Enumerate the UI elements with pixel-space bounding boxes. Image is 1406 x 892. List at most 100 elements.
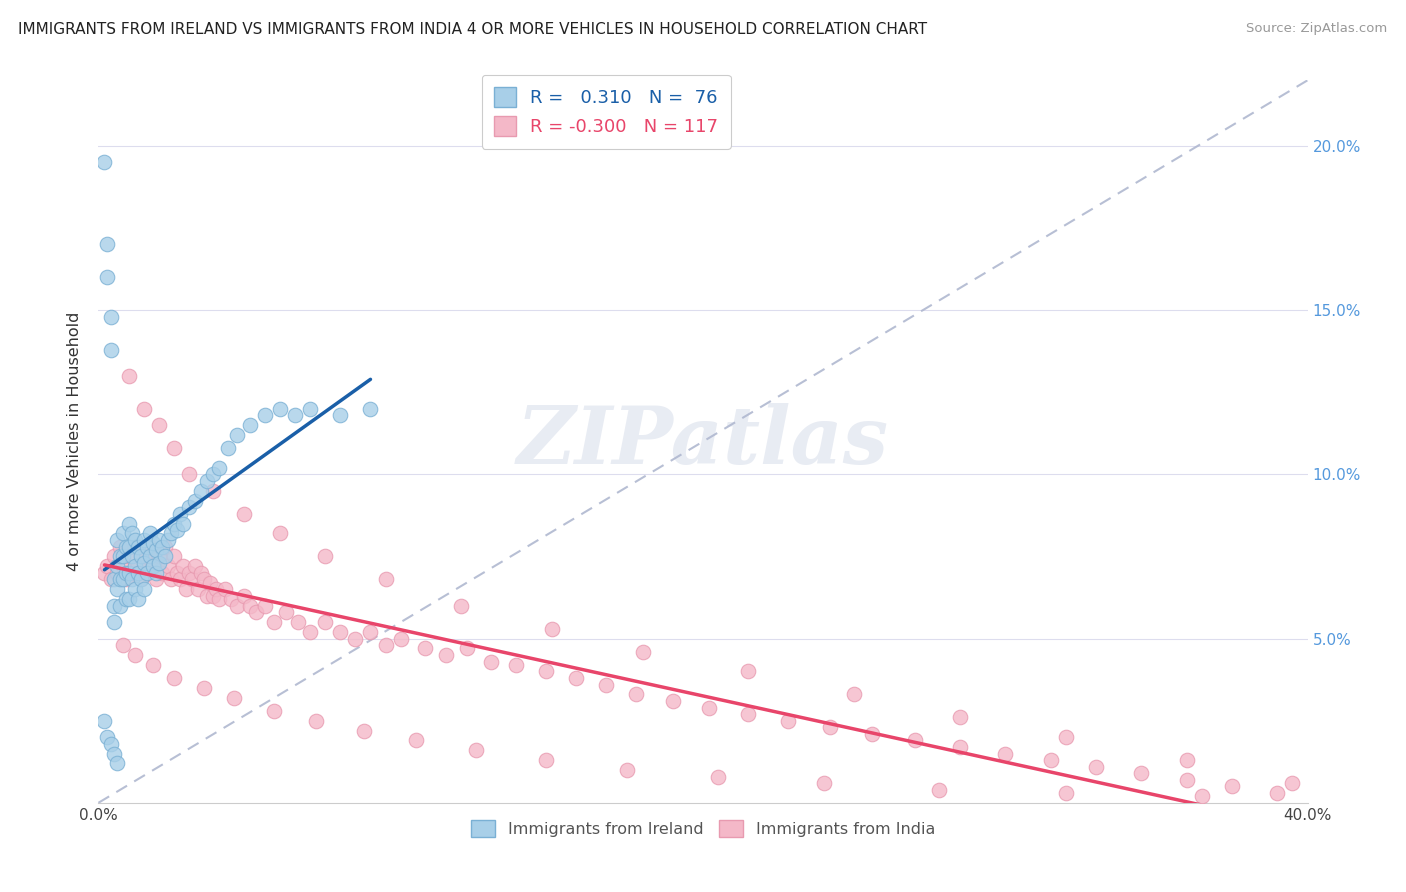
- Point: [156, 559, 179, 574]
- Point: [184, 493, 207, 508]
- Point: [221, 592, 243, 607]
- Point: [111, 559, 134, 574]
- Point: [405, 733, 427, 747]
- Point: [813, 776, 835, 790]
- Point: [172, 559, 194, 574]
- Point: [121, 566, 143, 580]
- Point: [205, 582, 228, 597]
- Point: [163, 441, 186, 455]
- Point: [145, 566, 167, 580]
- Point: [269, 526, 291, 541]
- Point: [263, 704, 285, 718]
- Point: [93, 714, 115, 728]
- Point: [103, 599, 125, 613]
- Point: [160, 573, 183, 587]
- Point: [214, 582, 236, 597]
- Point: [105, 559, 128, 574]
- Point: [118, 566, 141, 580]
- Point: [169, 507, 191, 521]
- Point: [142, 657, 165, 672]
- Point: [174, 582, 197, 597]
- Point: [707, 770, 730, 784]
- Point: [139, 540, 162, 554]
- Point: [776, 714, 799, 728]
- Point: [103, 615, 125, 630]
- Point: [118, 516, 141, 531]
- Point: [118, 549, 141, 564]
- Point: [111, 549, 134, 564]
- Point: [631, 645, 654, 659]
- Point: [232, 589, 254, 603]
- Point: [434, 648, 457, 662]
- Point: [187, 582, 209, 597]
- Point: [132, 401, 155, 416]
- Point: [105, 533, 128, 547]
- Point: [360, 401, 382, 416]
- Point: [456, 641, 478, 656]
- Text: IMMIGRANTS FROM IRELAND VS IMMIGRANTS FROM INDIA 4 OR MORE VEHICLES IN HOUSEHOLD: IMMIGRANTS FROM IRELAND VS IMMIGRANTS FR…: [18, 22, 928, 37]
- Point: [1267, 786, 1289, 800]
- Point: [374, 573, 396, 587]
- Point: [202, 467, 225, 482]
- Point: [226, 428, 249, 442]
- Point: [329, 409, 352, 423]
- Point: [121, 573, 143, 587]
- Point: [1175, 772, 1198, 787]
- Point: [253, 599, 276, 613]
- Point: [1085, 760, 1108, 774]
- Point: [129, 573, 152, 587]
- Point: [232, 507, 254, 521]
- Point: [135, 566, 157, 580]
- Point: [148, 418, 170, 433]
- Point: [103, 573, 125, 587]
- Point: [132, 556, 155, 570]
- Point: [179, 467, 201, 482]
- Point: [93, 566, 115, 580]
- Point: [129, 549, 152, 564]
- Point: [96, 730, 118, 744]
- Point: [314, 615, 336, 630]
- Point: [135, 540, 157, 554]
- Point: [96, 270, 118, 285]
- Point: [305, 714, 328, 728]
- Point: [103, 747, 125, 761]
- Point: [287, 615, 309, 630]
- Point: [121, 526, 143, 541]
- Point: [132, 533, 155, 547]
- Point: [96, 559, 118, 574]
- Point: [224, 690, 246, 705]
- Point: [534, 665, 557, 679]
- Point: [163, 516, 186, 531]
- Point: [928, 782, 950, 797]
- Point: [114, 540, 136, 554]
- Point: [124, 582, 146, 597]
- Point: [595, 677, 617, 691]
- Point: [202, 589, 225, 603]
- Point: [142, 536, 165, 550]
- Text: Source: ZipAtlas.com: Source: ZipAtlas.com: [1247, 22, 1388, 36]
- Point: [661, 694, 683, 708]
- Text: ZIPatlas: ZIPatlas: [517, 403, 889, 480]
- Point: [626, 687, 648, 701]
- Point: [153, 540, 176, 554]
- Point: [127, 559, 149, 574]
- Point: [124, 559, 146, 574]
- Point: [142, 559, 165, 574]
- Point: [179, 566, 201, 580]
- Point: [127, 540, 149, 554]
- Point: [263, 615, 285, 630]
- Point: [374, 638, 396, 652]
- Point: [150, 566, 173, 580]
- Point: [114, 566, 136, 580]
- Point: [172, 516, 194, 531]
- Point: [118, 540, 141, 554]
- Point: [1039, 753, 1062, 767]
- Point: [193, 573, 215, 587]
- Point: [132, 582, 155, 597]
- Point: [737, 707, 759, 722]
- Point: [124, 540, 146, 554]
- Point: [208, 592, 231, 607]
- Point: [329, 625, 352, 640]
- Point: [253, 409, 276, 423]
- Point: [100, 310, 122, 324]
